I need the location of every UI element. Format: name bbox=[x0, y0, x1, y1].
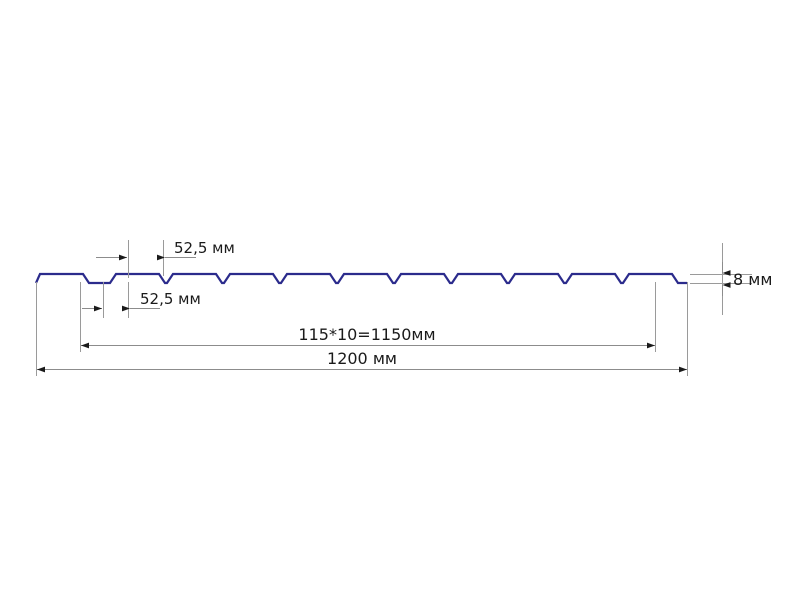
dimension-labels-group: 52,5 мм 52,5 мм 8 мм 115*10=1150мм 1200 … bbox=[140, 239, 772, 368]
label-thickness: 8 мм bbox=[733, 270, 772, 289]
label-working-width: 115*10=1150мм bbox=[298, 325, 435, 344]
label-pitch-top: 52,5 мм bbox=[174, 239, 235, 257]
label-pitch-bottom: 52,5 мм bbox=[140, 290, 201, 308]
profile-outline-group bbox=[34, 272, 687, 285]
profile-top-skin bbox=[34, 272, 687, 285]
label-total-width: 1200 мм bbox=[327, 349, 397, 368]
extension-lines-group bbox=[36, 240, 752, 376]
dimension-lines-group bbox=[37, 254, 731, 373]
